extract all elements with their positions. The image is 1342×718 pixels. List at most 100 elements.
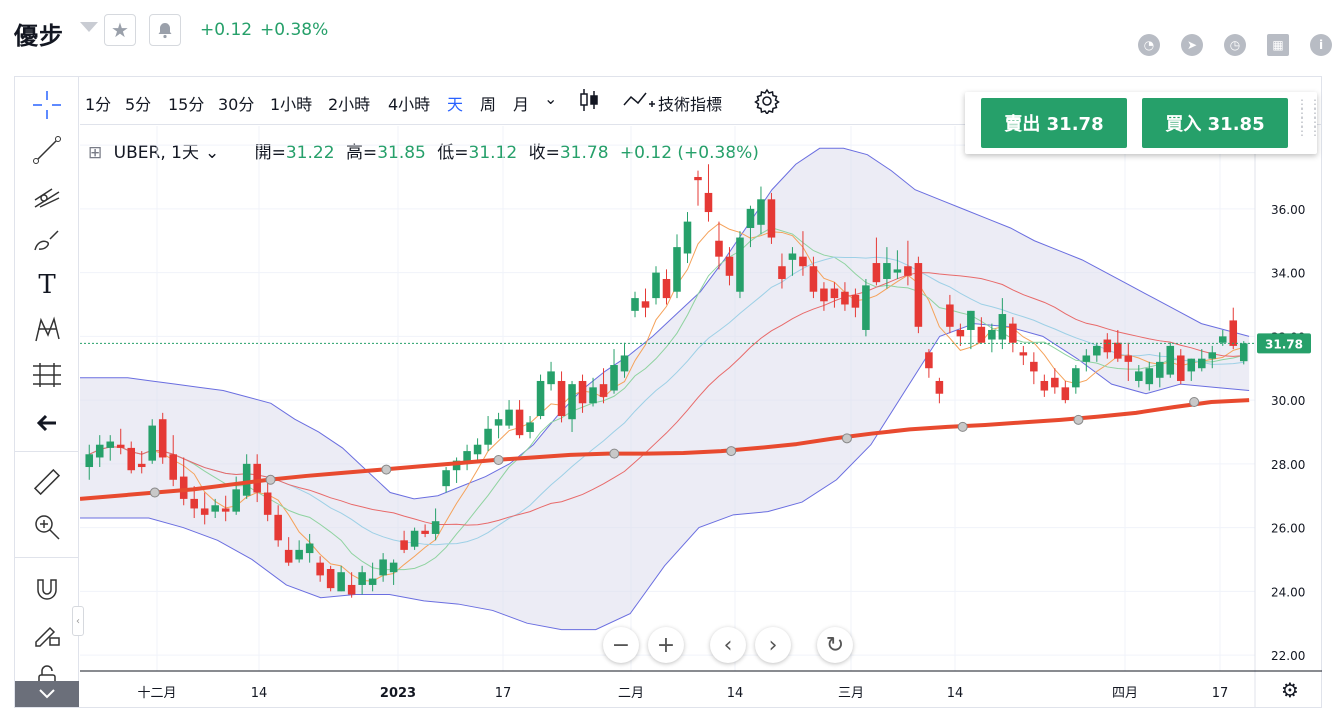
drag-handle-icon[interactable]: ⋮⋮ ⋮⋮ ⋮⋮ ⋮⋮ bbox=[1296, 97, 1322, 138]
candle-body bbox=[1093, 345, 1101, 356]
y-tick-label: 36.00 bbox=[1271, 203, 1305, 217]
candle-body bbox=[316, 562, 324, 576]
y-tick-label: 34.00 bbox=[1271, 267, 1305, 281]
candle-body bbox=[1124, 355, 1133, 362]
scroll-right-button[interactable]: › bbox=[755, 627, 791, 663]
axis-settings-gear-icon[interactable]: ⚙ bbox=[1281, 678, 1299, 702]
sell-button[interactable]: 賣出 31.78 bbox=[981, 98, 1127, 148]
candle-body bbox=[421, 530, 429, 534]
trendline-icon[interactable] bbox=[15, 130, 79, 170]
candle-body bbox=[662, 278, 671, 299]
candle-body bbox=[1103, 339, 1112, 353]
calendar-icon[interactable]: ▦ bbox=[1267, 34, 1289, 56]
zoom-icon[interactable] bbox=[15, 507, 79, 547]
bell-icon[interactable] bbox=[149, 14, 181, 46]
legend-close-label: 收= bbox=[528, 143, 560, 163]
symbol-dropdown-caret-icon[interactable] bbox=[80, 22, 98, 32]
measure-icon[interactable] bbox=[15, 355, 79, 395]
candle-body bbox=[242, 463, 251, 496]
x-tick-label: 14 bbox=[947, 686, 964, 701]
candle-body bbox=[106, 441, 115, 448]
candle-body bbox=[1019, 352, 1028, 356]
timeframe-more-chevron-icon[interactable]: ⌄ bbox=[544, 89, 558, 108]
candle-body bbox=[347, 584, 356, 595]
settings-gear-icon[interactable] bbox=[754, 88, 780, 118]
timeframe-30m[interactable]: 30分 bbox=[218, 95, 255, 114]
candle-body bbox=[841, 291, 849, 305]
candle-body bbox=[211, 505, 219, 512]
scroll-left-button[interactable]: ‹ bbox=[710, 627, 746, 663]
candle-body bbox=[1218, 336, 1227, 343]
candle-body bbox=[925, 352, 933, 369]
ruler-icon[interactable] bbox=[15, 462, 79, 502]
fib-icon[interactable] bbox=[15, 175, 79, 215]
x-tick-label: 14 bbox=[251, 686, 268, 701]
candle-body bbox=[1166, 345, 1175, 375]
timeframe-week[interactable]: 周 bbox=[480, 95, 497, 114]
candle-body bbox=[620, 355, 629, 372]
candle-body bbox=[631, 298, 639, 311]
timeframe-bar: 1分 5分 15分 30分 1小時 2小時 4小時 天 周 月 ⌄ 技術指標 bbox=[80, 77, 1322, 125]
candle-body bbox=[652, 272, 660, 299]
timeframe-5m[interactable]: 5分 bbox=[125, 95, 152, 114]
candle-body bbox=[851, 294, 860, 308]
pattern-icon[interactable] bbox=[15, 310, 79, 350]
candle-body bbox=[799, 256, 807, 267]
candle-body bbox=[200, 508, 209, 515]
clock-icon[interactable]: ◷ bbox=[1224, 34, 1246, 56]
timeframe-1m[interactable]: 1分 bbox=[85, 95, 112, 114]
candle-body bbox=[190, 498, 198, 509]
x-tick-label: 17 bbox=[495, 686, 512, 701]
buy-button[interactable]: 買入 31.85 bbox=[1142, 98, 1288, 148]
zoom-in-button[interactable]: + bbox=[648, 627, 684, 663]
timeframe-day[interactable]: 天 bbox=[447, 95, 464, 114]
candle-body bbox=[967, 310, 975, 330]
info-icon[interactable]: i bbox=[1310, 34, 1332, 56]
ma-long-marker bbox=[149, 487, 160, 498]
collapse-sidebar-handle[interactable]: ‹ bbox=[72, 606, 84, 636]
timeframe-2h[interactable]: 2小時 bbox=[328, 95, 371, 114]
candle-body bbox=[1197, 358, 1206, 369]
text-icon[interactable]: T bbox=[38, 270, 56, 300]
candle-body bbox=[872, 263, 881, 283]
candle-body bbox=[368, 578, 377, 585]
price-chart[interactable]: 38.0036.0034.0032.0030.0028.0026.0024.00… bbox=[80, 126, 1322, 707]
collapse-toolbar-button[interactable] bbox=[15, 681, 79, 707]
legend-high-label: 高= bbox=[345, 143, 378, 163]
pie-chart-icon[interactable]: ◔ bbox=[1138, 34, 1160, 56]
zoom-out-button[interactable]: − bbox=[603, 627, 639, 663]
candle-body bbox=[253, 463, 261, 493]
compass-icon[interactable]: ➤ bbox=[1181, 34, 1203, 56]
candle-body bbox=[1009, 323, 1017, 343]
brush-icon[interactable] bbox=[15, 220, 79, 260]
y-tick-label: 26.00 bbox=[1271, 522, 1305, 536]
candle-body bbox=[746, 208, 755, 228]
legend-chevron-icon[interactable]: ⌄ bbox=[204, 143, 220, 163]
indicators-button[interactable]: 技術指標 bbox=[658, 95, 723, 114]
legend-symbol[interactable]: UBER, 1天 bbox=[113, 143, 199, 163]
reset-chart-button[interactable]: ↻ bbox=[817, 627, 853, 663]
candle-body bbox=[1239, 343, 1248, 362]
candle-body bbox=[169, 454, 177, 480]
indicators-icon[interactable] bbox=[622, 89, 656, 115]
back-arrow-icon[interactable] bbox=[15, 403, 79, 443]
add-symbol-icon[interactable]: ⊞ bbox=[88, 143, 103, 163]
lock-drawing-icon[interactable] bbox=[15, 613, 79, 653]
candle-body bbox=[904, 266, 912, 276]
star-icon[interactable]: ★ bbox=[104, 14, 136, 46]
candle-body bbox=[410, 530, 419, 547]
candle-body bbox=[935, 380, 944, 394]
candle-type-icon[interactable] bbox=[578, 87, 600, 117]
timeframe-1h[interactable]: 1小時 bbox=[270, 95, 313, 114]
crosshair-icon[interactable] bbox=[15, 85, 79, 125]
header-change-abs: +0.12 bbox=[200, 20, 253, 40]
magnet-icon[interactable] bbox=[15, 569, 79, 609]
candle-body bbox=[956, 329, 965, 337]
candle-body bbox=[1082, 355, 1091, 362]
timeframe-15m[interactable]: 15分 bbox=[168, 95, 205, 114]
timeframe-4h[interactable]: 4小時 bbox=[388, 95, 431, 114]
ma-long-marker bbox=[957, 421, 968, 432]
timeframe-month[interactable]: 月 bbox=[513, 95, 530, 114]
candle-body bbox=[379, 559, 387, 576]
